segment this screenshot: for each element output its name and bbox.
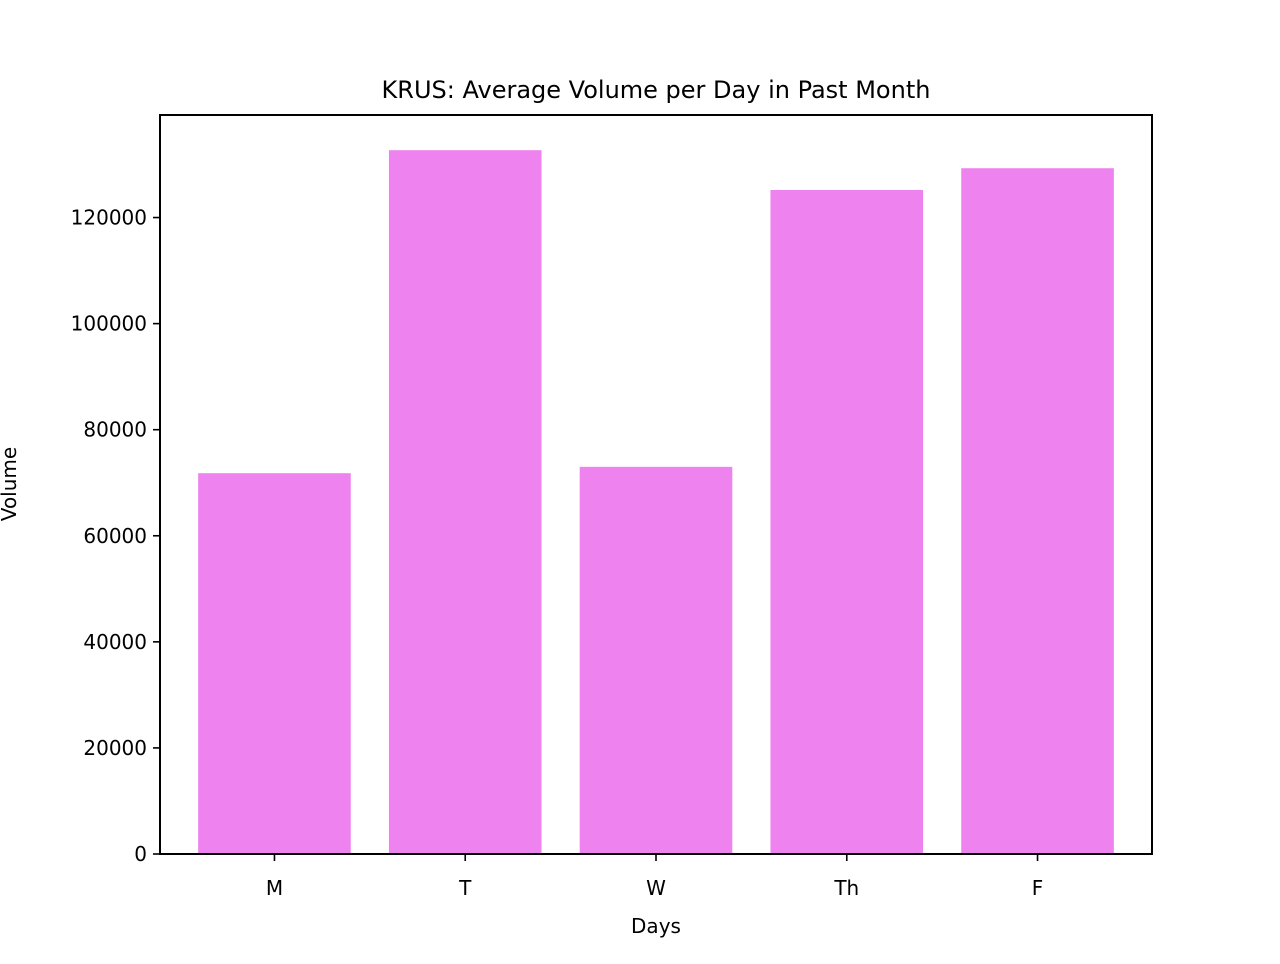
- y-axis-label: Volume: [0, 447, 21, 521]
- plot-area-frame: [159, 114, 1153, 855]
- x-axis-ticks: M T W Th F: [266, 854, 1043, 900]
- y-tick-label: 100000: [71, 312, 147, 336]
- y-axis-ticks: 0 20000 40000 60000 80000 100000 120000: [71, 206, 160, 866]
- y-tick-label: 120000: [71, 206, 147, 230]
- chart-title: KRUS: Average Volume per Day in Past Mon…: [382, 76, 931, 104]
- x-tick-label: W: [646, 876, 666, 900]
- bar-w: [579, 466, 733, 854]
- x-axis-label: Days: [631, 914, 681, 938]
- x-tick-label: T: [458, 876, 472, 900]
- x-tick-label: M: [266, 876, 283, 900]
- bar-th: [770, 189, 924, 855]
- y-tick-label: 0: [134, 842, 147, 866]
- y-tick-label: 60000: [83, 524, 147, 548]
- x-tick-label: F: [1032, 876, 1044, 900]
- bar-f: [961, 168, 1114, 855]
- bars-group: [198, 150, 1114, 855]
- y-tick-label: 80000: [83, 418, 147, 442]
- bar-t: [388, 150, 542, 854]
- y-tick-label: 20000: [83, 736, 147, 760]
- x-tick-label: Th: [833, 876, 859, 900]
- bar-m: [198, 473, 351, 854]
- y-tick-label: 40000: [83, 630, 147, 654]
